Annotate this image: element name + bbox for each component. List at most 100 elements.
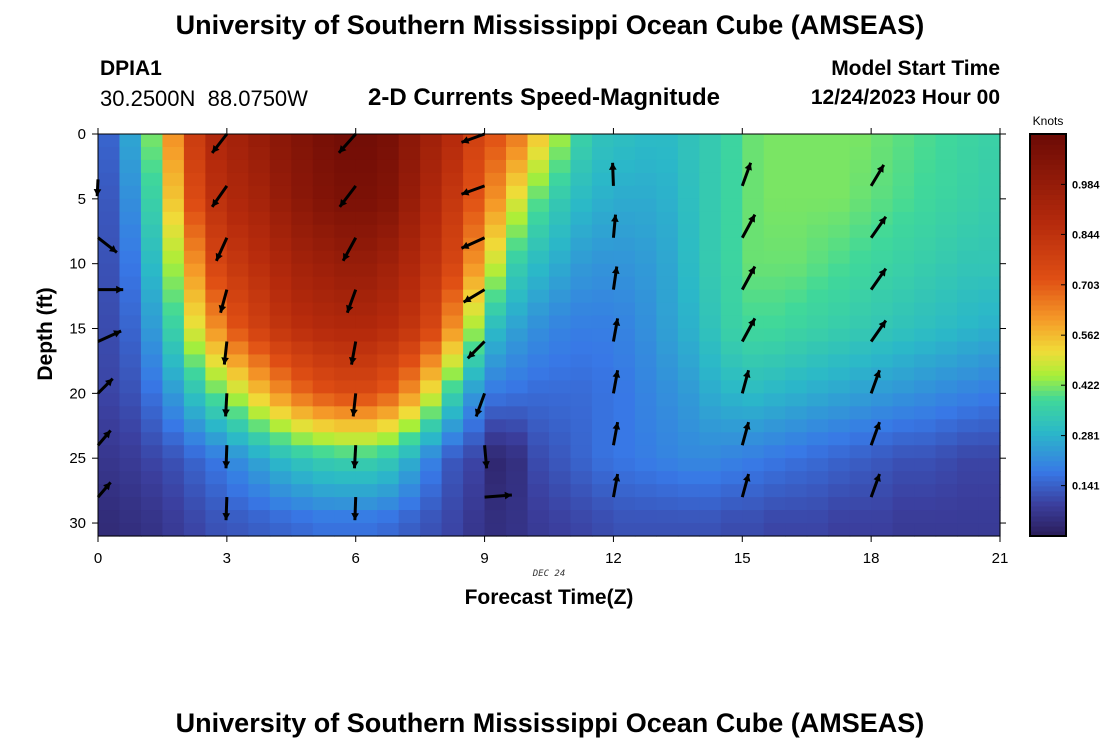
heatmap-cell — [119, 367, 142, 381]
heatmap-cell — [527, 510, 550, 524]
heatmap-cell — [183, 432, 206, 446]
heatmap-cell — [420, 263, 443, 278]
heatmap-cell — [484, 328, 507, 343]
heatmap-cell — [291, 250, 314, 265]
heatmap-cell — [914, 289, 937, 304]
heatmap-cell — [183, 250, 206, 265]
heatmap-cell — [656, 263, 679, 278]
colorbar-segment — [1030, 169, 1066, 175]
heatmap-cell — [140, 497, 164, 511]
heatmap-cell — [162, 484, 185, 498]
heatmap-cell — [828, 315, 851, 330]
heatmap-cell — [441, 315, 464, 330]
colorbar-segment — [1030, 249, 1066, 256]
heatmap-cell — [871, 250, 894, 265]
heatmap-cell — [377, 458, 400, 472]
colorbar-segment — [1030, 284, 1066, 291]
heatmap-cell — [355, 302, 378, 317]
heatmap-cell — [140, 276, 164, 291]
heatmap-cell — [720, 263, 743, 278]
heatmap-cell — [506, 471, 529, 485]
heatmap-cell — [119, 328, 142, 343]
heatmap-cell — [98, 380, 121, 394]
heatmap-cell — [677, 302, 700, 317]
heatmap-cell — [312, 445, 335, 459]
heatmap-cell — [140, 354, 164, 369]
heatmap-cell — [914, 237, 937, 252]
heatmap-cell — [98, 406, 121, 420]
heatmap-cell — [806, 185, 829, 200]
heatmap-cell — [248, 510, 271, 524]
heatmap-cell — [506, 380, 529, 394]
heatmap-cell — [871, 445, 894, 459]
heatmap-cell — [978, 419, 1001, 433]
heatmap-cell — [162, 523, 185, 537]
heatmap-cell — [140, 250, 164, 265]
heatmap-cell — [763, 393, 786, 407]
current-vector — [345, 289, 358, 314]
current-vector — [96, 429, 112, 447]
colorbar-tick-label: 0.562 — [1072, 330, 1100, 342]
heatmap-cell — [527, 432, 550, 446]
heatmap-cell — [355, 146, 378, 161]
chart-subtitle: 2-D Currents Speed-Magnitude — [368, 84, 721, 111]
heatmap-cell — [720, 380, 743, 394]
heatmap-cell — [591, 497, 615, 511]
heatmap-cell — [162, 146, 185, 161]
colorbar-segment — [1030, 174, 1066, 180]
heatmap-cell — [828, 471, 851, 485]
heatmap-cell — [506, 406, 529, 420]
heatmap-cell — [785, 419, 808, 433]
colorbar-segment — [1030, 164, 1066, 170]
heatmap-cell — [226, 198, 249, 213]
heatmap-cell — [935, 250, 958, 265]
heatmap-cell — [291, 198, 314, 213]
heatmap-cell — [269, 159, 292, 174]
heatmap-cell — [98, 393, 121, 407]
heatmap-cell — [828, 354, 851, 369]
heatmap-cell — [763, 211, 786, 226]
heatmap-cell — [892, 432, 915, 446]
date-label: DEC 24 — [532, 569, 566, 579]
heatmap-cell — [506, 250, 529, 265]
heatmap-cell — [162, 419, 185, 433]
heatmap-cell — [742, 134, 765, 148]
heatmap-cell — [871, 367, 894, 381]
heatmap-cell — [634, 315, 657, 330]
heatmap-cell — [677, 406, 700, 420]
heatmap-cell — [377, 419, 400, 433]
heatmap-cell — [957, 134, 980, 148]
heatmap-cell — [720, 328, 743, 343]
heatmap-cell — [484, 302, 507, 317]
x-tick-label: 15 — [734, 550, 751, 567]
heatmap-cell — [806, 328, 829, 343]
heatmap-cell — [677, 471, 700, 485]
current-vector — [96, 377, 114, 395]
heatmap-cell — [828, 328, 851, 343]
heatmap-cell — [677, 146, 700, 161]
heatmap-cell — [527, 172, 550, 187]
current-vector — [484, 491, 512, 500]
heatmap-cell — [656, 341, 679, 356]
heatmap-cell — [656, 289, 679, 304]
heatmap-cell — [806, 380, 829, 394]
heatmap-cell — [763, 367, 786, 381]
heatmap-cell — [312, 224, 335, 239]
colorbar-segment — [1030, 370, 1066, 376]
heatmap-cell — [914, 146, 937, 161]
heatmap-cell — [656, 393, 679, 407]
heatmap-cell — [162, 185, 185, 200]
heatmap-cell — [978, 263, 1001, 278]
heatmap-cell — [226, 484, 249, 498]
heatmap-cell — [634, 302, 657, 317]
heatmap-cell — [441, 406, 464, 420]
heatmap-cell — [613, 198, 636, 213]
heatmap-cell — [892, 211, 915, 226]
heatmap-cell — [527, 497, 550, 511]
heatmap-cell — [720, 419, 743, 433]
heatmap-cell — [871, 458, 894, 472]
heatmap-cell — [613, 484, 636, 498]
heatmap-cell — [527, 263, 550, 278]
heatmap-cell — [871, 510, 894, 524]
station-id: DPIA1 — [100, 57, 162, 80]
